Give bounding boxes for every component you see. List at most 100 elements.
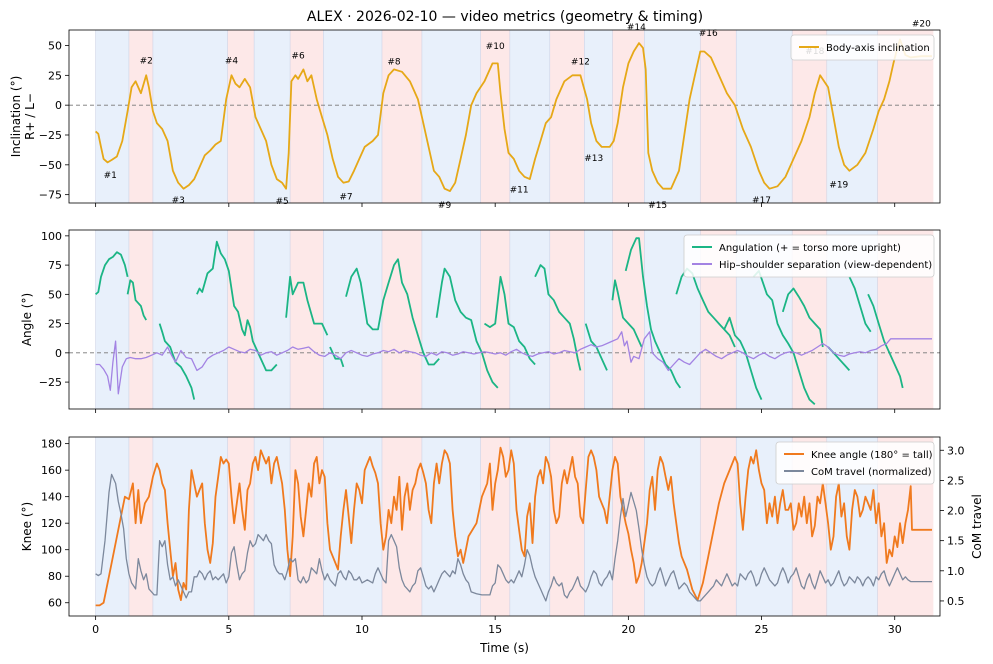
y-right-tick-label: 2.5 xyxy=(947,474,965,487)
y-tick-label: 75 xyxy=(48,259,62,272)
x-tick-label: 30 xyxy=(888,623,902,636)
phase-band-red xyxy=(700,30,737,203)
phase-band-blue xyxy=(152,437,228,616)
series-line-angulation-torso-more-upright xyxy=(484,275,536,366)
phase-band-blue xyxy=(644,30,701,203)
turn-annotation: #1 xyxy=(104,171,117,181)
series-line-angulation-torso-more-upright xyxy=(345,258,440,366)
series-line-angulation-torso-more-upright xyxy=(329,346,345,368)
y-tick-label: 60 xyxy=(48,597,62,610)
series-line-angulation-torso-more-upright xyxy=(624,237,682,389)
phase-band-red xyxy=(227,437,255,616)
turn-annotation: #2 xyxy=(140,56,153,66)
phase-band-blue xyxy=(323,230,382,409)
legend-label: Knee angle (180° = tall) xyxy=(811,450,933,461)
legend-box xyxy=(683,234,935,278)
y-tick-label: 0 xyxy=(55,99,62,112)
phase-band-red xyxy=(227,230,255,409)
panels: #1 #2 #3 #4 #5 #6 #7 #8 #9 #10 #11 #12 #13 #14 #15 #16 #… xyxy=(9,19,984,655)
series-line-angulation-torso-more-upright xyxy=(781,287,824,348)
y-tick-label: 120 xyxy=(41,517,62,530)
x-tick-label: 15 xyxy=(488,623,502,636)
series-line-angulation-torso-more-upright xyxy=(867,293,904,389)
phase-band-red xyxy=(700,437,737,616)
y-tick-label: 0 xyxy=(55,347,62,360)
series-line-angulation-torso-more-upright xyxy=(534,264,582,371)
turn-annotation: #14 xyxy=(627,23,646,33)
turn-annotation: #11 xyxy=(510,185,529,195)
turn-annotation: #13 xyxy=(584,154,603,164)
y-axis-sublabel: R+ / L− xyxy=(23,93,37,140)
phase-band-red xyxy=(381,230,422,409)
phase-band-red xyxy=(227,30,255,203)
phase-band-blue xyxy=(584,437,613,616)
y-tick-label: 100 xyxy=(41,544,62,557)
phase-band-blue xyxy=(509,230,550,409)
y-tick-label: 160 xyxy=(41,464,62,477)
turn-annotation: #6 xyxy=(291,52,305,62)
phase-band-blue xyxy=(254,230,291,409)
y-right-axis-label: CoM travel xyxy=(970,494,984,559)
y-tick-label: 80 xyxy=(48,570,62,583)
turn-annotation: #9 xyxy=(438,201,452,211)
phase-band-blue xyxy=(584,230,613,409)
y-tick-label: 100 xyxy=(41,230,62,243)
turn-annotation: #10 xyxy=(486,42,505,52)
phase-band-blue xyxy=(95,437,129,616)
phase-band-red xyxy=(381,30,422,203)
series-line-angulation-torso-more-upright xyxy=(723,316,763,400)
plot-frame xyxy=(68,29,941,204)
phase-band-blue xyxy=(152,30,228,203)
x-tick-label: 0 xyxy=(92,623,99,636)
y-axis-label: Knee (°) xyxy=(20,502,34,551)
turn-annotation: #3 xyxy=(172,196,185,206)
series-line-angulation-torso-more-upright xyxy=(95,251,129,295)
y-tick-label: 25 xyxy=(48,69,62,82)
y-tick-label: −50 xyxy=(39,159,62,172)
series-line-angulation-torso-more-upright xyxy=(752,270,816,405)
legend-label: Body-axis inclination xyxy=(826,43,930,54)
plot-frame xyxy=(68,229,941,410)
series-line-angulation-torso-more-upright xyxy=(196,240,278,372)
series-line-angulation-torso-more-upright xyxy=(285,275,329,336)
phase-band-red xyxy=(480,30,510,203)
phase-band-blue xyxy=(95,30,129,203)
phase-band-blue xyxy=(421,437,481,616)
phase-band-blue xyxy=(152,230,228,409)
x-tick-label: 10 xyxy=(355,623,369,636)
plot-frame xyxy=(68,436,941,617)
legend-label: Hip–shoulder separation (view-dependent) xyxy=(719,260,932,271)
y-right-tick-label: 1.5 xyxy=(947,535,965,548)
y-tick-label: 50 xyxy=(48,40,62,53)
y-tick-label: 50 xyxy=(48,288,62,301)
turn-annotation: #16 xyxy=(699,29,718,39)
series-line-body-axis-inclination xyxy=(95,38,932,192)
phase-band-blue xyxy=(509,437,550,616)
phase-band-blue xyxy=(254,30,291,203)
panel-angles: −25 0 25 50 75 100 Angle (°) Angulation (+ = to… xyxy=(20,229,941,413)
series-line-com-travel-normalized xyxy=(95,473,932,602)
series-line-angulation-torso-more-upright xyxy=(435,267,499,389)
y-right-tick-label: 2.0 xyxy=(947,505,965,518)
legend-box xyxy=(775,441,935,485)
phase-band-red xyxy=(290,230,324,409)
turn-annotation: #20 xyxy=(912,19,931,29)
turn-annotation: #5 xyxy=(275,197,288,207)
x-tick-label: 25 xyxy=(755,623,769,636)
x-tick-label: 5 xyxy=(225,623,232,636)
turn-annotation: #17 xyxy=(752,196,771,206)
y-axis-label: Inclination (°) xyxy=(9,76,23,158)
series-line-hip-shoulder-separation-view-dependent xyxy=(95,331,932,395)
phase-band-blue xyxy=(736,30,793,203)
legend-box xyxy=(790,34,935,61)
phase-band-blue xyxy=(509,30,550,203)
panel-knee: 60 80 100 120 140 160 180 0.5 1.0 1.5 2.0 2.5 3.0 0 5 1… xyxy=(20,436,984,655)
legend-label: Angulation (+ = torso more upright) xyxy=(719,243,901,254)
phase-band-blue xyxy=(421,30,481,203)
figure-title: ALEX · 2026-02-10 — video metrics (geome… xyxy=(307,9,703,25)
phase-band-red xyxy=(128,30,153,203)
y-right-tick-label: 1.0 xyxy=(947,565,965,578)
turn-annotation: #7 xyxy=(339,192,352,202)
turn-annotation: #15 xyxy=(648,201,667,211)
